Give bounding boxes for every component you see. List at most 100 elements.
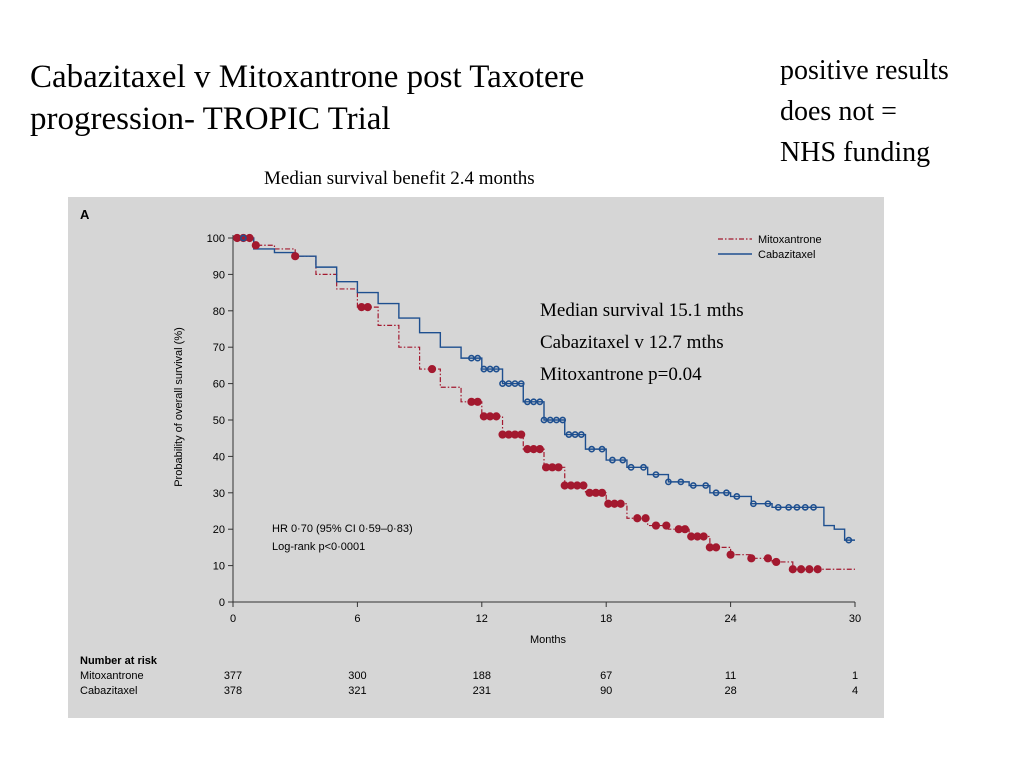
- risk-value-cabazitaxel: 4: [852, 685, 858, 697]
- censor-mark-cabazitaxel: [486, 365, 494, 373]
- censor-mark-cabazitaxel: [810, 503, 817, 511]
- risk-table-header: Number at risk: [80, 655, 158, 667]
- legend: Mitoxantrone Cabazitaxel: [718, 234, 822, 261]
- hr-annotation: HR 0·70 (95% CI 0·59–0·83) Log-rank p<0·…: [272, 523, 413, 553]
- median-survival-note: Median survival 15.1 mths Cabazitaxel v …: [540, 295, 860, 391]
- censor-mark-mitoxantrone: [726, 550, 735, 559]
- y-tick-label: 20: [213, 524, 225, 536]
- censor-mark-cabazitaxel: [474, 354, 482, 362]
- censor-mark-cabazitaxel: [588, 445, 596, 453]
- censor-mark-cabazitaxel: [793, 503, 801, 511]
- median-line-3: Mitoxantrone p=0.04: [540, 364, 702, 385]
- y-tick-label: 30: [213, 488, 225, 500]
- censor-mark-mitoxantrone: [662, 521, 671, 530]
- x-tick-label: 24: [724, 613, 736, 625]
- censor-mark-mitoxantrone: [711, 543, 721, 552]
- censor-mark-mitoxantrone: [772, 557, 781, 567]
- censor-mark-mitoxantrone: [747, 554, 756, 563]
- censor-mark-cabazitaxel: [468, 354, 475, 362]
- hr-annotation-line-2: Log-rank p<0·0001: [272, 541, 365, 553]
- slide-title: Cabazitaxel v Mitoxantrone post Taxotere…: [30, 56, 750, 140]
- censor-mark-cabazitaxel: [845, 536, 853, 544]
- x-tick-label: 0: [230, 613, 236, 625]
- y-tick-label: 40: [213, 451, 225, 463]
- risk-row-label-cabazitaxel: Cabazitaxel: [80, 685, 137, 697]
- risk-value-mitoxantrone: 377: [224, 670, 242, 682]
- y-axis-label: Probability of overall survival (%): [173, 327, 185, 487]
- side-note-line-2: does not =: [780, 96, 897, 127]
- censor-mark-cabazitaxel: [774, 503, 782, 511]
- censor-mark-mitoxantrone: [763, 554, 773, 563]
- censor-mark-cabazitaxel: [571, 431, 579, 438]
- legend-label-cabazitaxel: Cabazitaxel: [758, 249, 815, 261]
- median-line-2: Cabazitaxel v 12.7 mths: [540, 332, 724, 353]
- risk-value-mitoxantrone: 188: [473, 670, 491, 682]
- censor-mark-cabazitaxel: [652, 471, 660, 478]
- censor-mark-cabazitaxel: [517, 380, 525, 387]
- censor-mark-cabazitaxel: [627, 463, 635, 471]
- y-tick-label: 70: [213, 342, 225, 354]
- censor-mark-cabazitaxel: [546, 416, 554, 424]
- censor-marks: [233, 233, 853, 574]
- censor-mark-mitoxantrone: [535, 445, 544, 454]
- slide-title-line-2: progression- TROPIC Trial: [30, 101, 391, 137]
- censor-mark-cabazitaxel: [565, 431, 573, 438]
- hr-annotation-line-1: HR 0·70 (95% CI 0·59–0·83): [272, 523, 413, 535]
- legend-label-mitoxantrone: Mitoxantrone: [758, 234, 822, 246]
- censor-mark-mitoxantrone: [699, 532, 708, 541]
- censor-mark-mitoxantrone: [641, 514, 650, 523]
- censor-mark-mitoxantrone: [492, 412, 501, 421]
- censor-mark-cabazitaxel: [665, 478, 672, 486]
- censor-mark-cabazitaxel: [540, 416, 548, 424]
- censor-mark-cabazitaxel: [785, 503, 793, 511]
- censor-mark-cabazitaxel: [530, 398, 538, 406]
- risk-row-label-mitoxantrone: Mitoxantrone: [80, 670, 144, 682]
- y-tick-label: 10: [213, 561, 225, 573]
- censor-mark-cabazitaxel: [524, 398, 531, 406]
- censor-mark-cabazitaxel: [677, 478, 685, 486]
- chart-subtitle: Median survival benefit 2.4 months: [264, 168, 535, 189]
- censor-mark-cabazitaxel: [553, 416, 560, 424]
- censor-mark-mitoxantrone: [517, 430, 526, 439]
- censor-mark-cabazitaxel: [750, 500, 757, 508]
- censor-mark-mitoxantrone: [473, 397, 482, 406]
- censor-mark-mitoxantrone: [796, 565, 806, 574]
- risk-value-mitoxantrone: 1: [852, 670, 858, 682]
- censor-mark-cabazitaxel: [689, 482, 697, 489]
- censor-mark-mitoxantrone: [651, 521, 661, 530]
- censor-mark-cabazitaxel: [492, 365, 500, 373]
- side-note-line-3: NHS funding: [780, 137, 931, 168]
- censor-mark-cabazitaxel: [712, 489, 720, 497]
- x-tick-label: 12: [476, 613, 488, 625]
- censor-mark-cabazitaxel: [619, 456, 627, 464]
- y-tick-label: 50: [213, 415, 225, 427]
- censor-mark-cabazitaxel: [733, 493, 741, 500]
- censor-mark-cabazitaxel: [702, 482, 710, 489]
- censor-mark-cabazitaxel: [480, 365, 488, 373]
- censor-mark-mitoxantrone: [597, 488, 607, 497]
- censor-mark-mitoxantrone: [633, 514, 642, 523]
- censor-mark-mitoxantrone: [579, 481, 588, 490]
- censor-mark-cabazitaxel: [536, 398, 544, 406]
- censor-mark-mitoxantrone: [788, 565, 797, 574]
- y-tick-label: 80: [213, 306, 225, 318]
- censor-mark-cabazitaxel: [723, 489, 730, 497]
- risk-value-mitoxantrone: 11: [725, 670, 736, 682]
- km-chart: A 0 10 20 30 40 50 60 70 80 90 100 0 6 12 18 24 30 Proba…: [80, 207, 861, 697]
- risk-value-mitoxantrone: 300: [348, 670, 366, 682]
- y-tick-label: 60: [213, 379, 225, 391]
- censor-mark-mitoxantrone: [813, 565, 822, 574]
- censor-mark-mitoxantrone: [251, 241, 260, 250]
- censor-mark-mitoxantrone: [554, 463, 563, 472]
- risk-value-cabazitaxel: 231: [473, 685, 491, 697]
- side-note-line-1: positive results: [780, 55, 949, 86]
- censor-mark-cabazitaxel: [559, 416, 567, 424]
- risk-value-cabazitaxel: 28: [724, 685, 736, 697]
- censor-mark-mitoxantrone: [805, 565, 814, 574]
- censor-mark-mitoxantrone: [680, 525, 690, 534]
- risk-value-cabazitaxel: 378: [224, 685, 242, 697]
- y-tick-label: 90: [213, 269, 225, 281]
- censor-mark-mitoxantrone: [427, 364, 437, 374]
- censor-mark-cabazitaxel: [511, 380, 519, 387]
- chart-axes: 0 10 20 30 40 50 60 70 80 90 100 0 6 12 18 24 30: [207, 233, 861, 625]
